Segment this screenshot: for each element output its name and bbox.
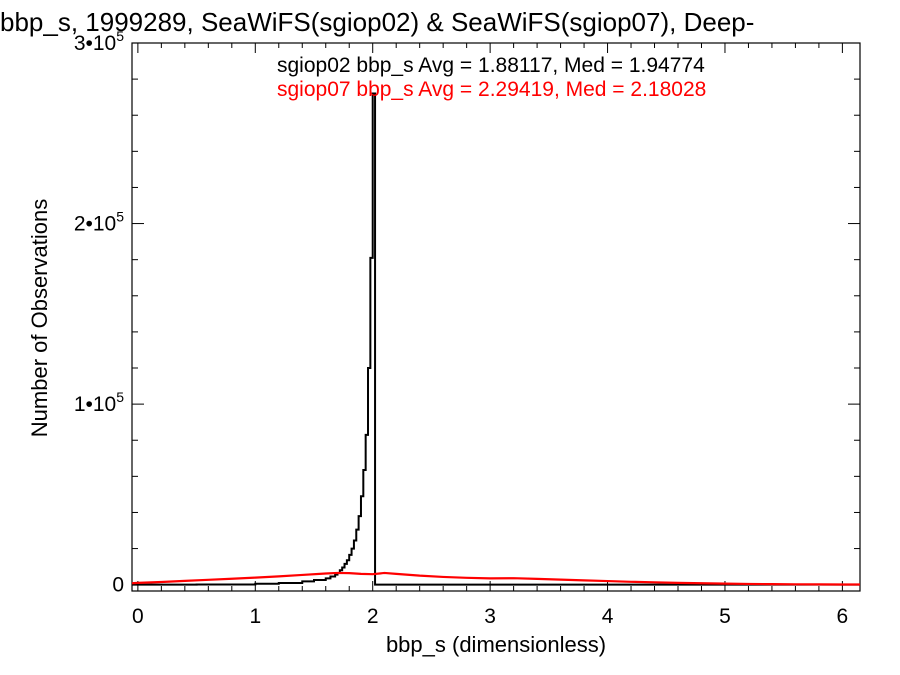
y-tick-label: 2•105 [74,209,124,236]
plot-frame [131,42,861,592]
x-tick-label: 6 [837,605,849,628]
x-tick-label: 0 [132,605,144,628]
annotation-sgiop07: sgiop07 bbp_s Avg = 2.29419, Med = 2.180… [277,78,706,101]
y-axis-label: Number of Observations [27,199,52,437]
x-tick-label: 2 [367,605,379,628]
x-tick-label: 5 [719,605,731,628]
plot-border [131,42,861,592]
series-layer [131,92,861,586]
y-tick-label: 1•105 [74,389,124,416]
series-sgiop02-line [132,92,860,586]
x-axis-ticks: 0 1 2 3 4 5 6 [132,43,848,628]
chart-title: bbp_s, 1999289, SeaWiFS(sgiop02) & SeaWi… [0,7,754,37]
x-axis-label: bbp_s (dimensionless) [386,632,606,657]
x-tick-label: 3 [484,605,496,628]
series-sgiop07-line [131,571,861,586]
y-tick-label: 0 [112,574,124,597]
x-tick-label: 1 [249,605,261,628]
y-tick-label: 3•105 [74,28,124,55]
y-axis-ticks: 0 1•105 2•105 3•105 [74,28,860,597]
x-tick-label: 4 [602,605,614,628]
annotation-sgiop02: sgiop02 bbp_s Avg = 1.88117, Med = 1.947… [277,54,705,77]
